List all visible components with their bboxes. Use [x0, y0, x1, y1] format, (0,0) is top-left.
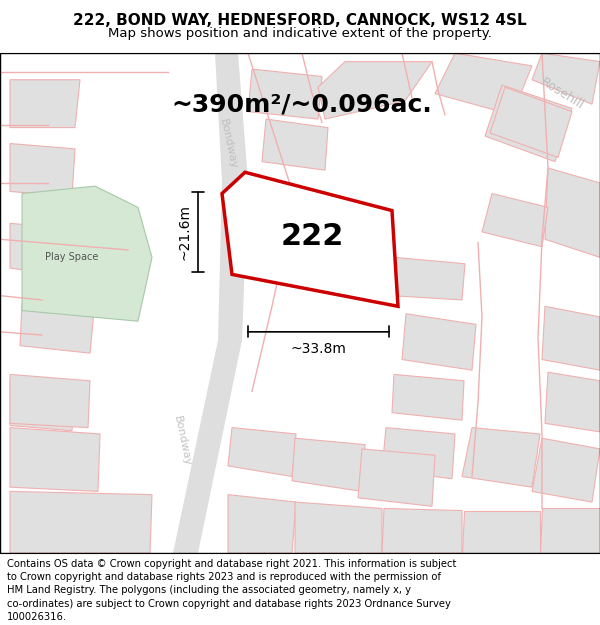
Polygon shape: [10, 80, 80, 128]
Polygon shape: [262, 119, 328, 170]
Polygon shape: [358, 449, 435, 506]
Polygon shape: [392, 258, 465, 300]
Text: HM Land Registry. The polygons (including the associated geometry, namely x, y: HM Land Registry. The polygons (includin…: [7, 586, 411, 596]
Polygon shape: [295, 502, 382, 553]
Polygon shape: [392, 374, 464, 420]
Polygon shape: [542, 306, 600, 370]
Text: 222, BOND WAY, HEDNESFORD, CANNOCK, WS12 4SL: 222, BOND WAY, HEDNESFORD, CANNOCK, WS12…: [73, 13, 527, 28]
Text: ~33.8m: ~33.8m: [290, 342, 346, 356]
Text: Contains OS data © Crown copyright and database right 2021. This information is : Contains OS data © Crown copyright and d…: [7, 559, 457, 569]
Text: ~390m²/~0.096ac.: ~390m²/~0.096ac.: [172, 92, 433, 116]
Text: Rosehill: Rosehill: [538, 75, 586, 112]
Polygon shape: [10, 144, 75, 197]
Polygon shape: [402, 314, 476, 370]
Polygon shape: [532, 53, 600, 104]
Polygon shape: [292, 438, 365, 491]
Polygon shape: [228, 494, 296, 553]
Polygon shape: [10, 223, 72, 276]
Polygon shape: [545, 372, 600, 432]
Text: Play Space: Play Space: [46, 253, 98, 262]
Text: Bondway: Bondway: [218, 118, 238, 169]
Polygon shape: [10, 491, 152, 553]
Polygon shape: [540, 509, 600, 553]
Polygon shape: [20, 303, 94, 353]
Polygon shape: [10, 428, 100, 491]
Polygon shape: [462, 511, 540, 553]
Polygon shape: [10, 374, 90, 428]
Text: 222: 222: [280, 222, 344, 251]
Polygon shape: [228, 428, 296, 476]
Text: 100026316.: 100026316.: [7, 612, 67, 622]
Text: co-ordinates) are subject to Crown copyright and database rights 2023 Ordnance S: co-ordinates) are subject to Crown copyr…: [7, 599, 451, 609]
Polygon shape: [485, 85, 572, 162]
Polygon shape: [532, 438, 600, 502]
Text: to Crown copyright and database rights 2023 and is reproduced with the permissio: to Crown copyright and database rights 2…: [7, 572, 441, 582]
Polygon shape: [10, 381, 75, 431]
Polygon shape: [22, 186, 152, 321]
Text: Bondway: Bondway: [172, 416, 192, 468]
Polygon shape: [382, 509, 462, 553]
Polygon shape: [222, 173, 398, 306]
Polygon shape: [382, 428, 455, 479]
Text: Map shows position and indicative extent of the property.: Map shows position and indicative extent…: [108, 27, 492, 40]
Polygon shape: [462, 428, 540, 487]
Polygon shape: [318, 62, 432, 119]
Text: ~21.6m: ~21.6m: [177, 204, 191, 260]
Polygon shape: [168, 53, 248, 553]
Polygon shape: [435, 53, 532, 115]
Polygon shape: [482, 194, 548, 247]
Polygon shape: [545, 168, 600, 258]
Polygon shape: [490, 87, 572, 158]
Polygon shape: [248, 69, 322, 119]
